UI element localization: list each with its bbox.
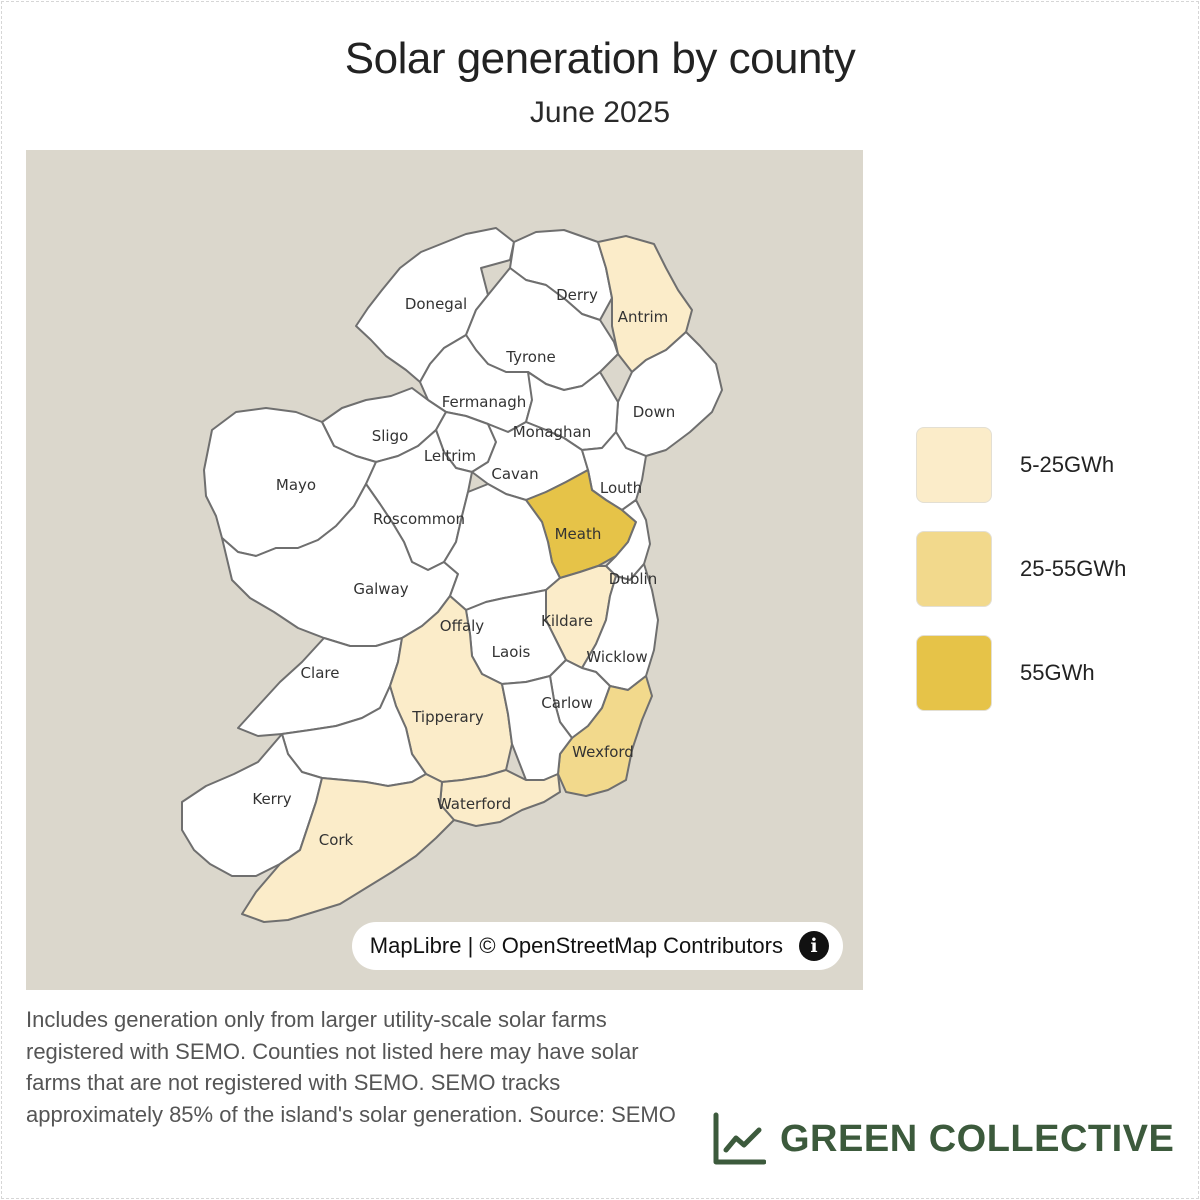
brand-name: GREEN COLLECTIVE — [780, 1117, 1175, 1160]
label-carlow: Carlow — [541, 694, 592, 712]
legend-item: 5-25GWh — [916, 426, 1126, 504]
county-galway[interactable] — [221, 483, 459, 647]
label-cork: Cork — [319, 831, 354, 849]
map-attribution[interactable]: MapLibre | © OpenStreetMap Contributors … — [351, 922, 843, 970]
page-subtitle: June 2025 — [529, 96, 671, 129]
county-cork[interactable] — [241, 773, 455, 923]
label-roscommon: Roscommon — [373, 510, 465, 528]
label-dublin: Dublin — [609, 570, 657, 588]
label-offaly: Offaly — [440, 617, 485, 635]
legend-label: 25-55GWh — [1020, 556, 1127, 581]
label-kildare: Kildare — [541, 612, 593, 630]
county-map[interactable]: Donegal Derry Antrim Tyrone Fermanagh Do… — [26, 150, 863, 990]
legend-label: 5-25GWh — [1020, 452, 1115, 477]
label-donegal: Donegal — [405, 295, 467, 313]
legend-swatch — [916, 427, 992, 503]
legend-swatch — [916, 531, 992, 607]
label-sligo: Sligo — [372, 427, 409, 445]
label-mayo: Mayo — [276, 476, 316, 494]
legend-swatch — [916, 635, 992, 711]
county-kilkenny[interactable] — [501, 675, 573, 781]
label-monaghan: Monaghan — [513, 423, 592, 441]
label-tyrone: Tyrone — [505, 348, 555, 366]
brand-logo: GREEN COLLECTIVE — [712, 1112, 1174, 1166]
map-legend: 5-25GWh 25-55GWh 55GWh — [916, 426, 1126, 738]
label-laois: Laois — [492, 643, 531, 661]
county-waterford[interactable] — [439, 769, 561, 827]
label-antrim: Antrim — [618, 308, 669, 326]
map-canvas[interactable]: Donegal Derry Antrim Tyrone Fermanagh Do… — [26, 150, 863, 990]
label-leitrim: Leitrim — [424, 447, 476, 465]
label-waterford: Waterford — [437, 795, 511, 813]
label-cavan: Cavan — [491, 465, 538, 483]
label-kerry: Kerry — [252, 790, 291, 808]
label-derry: Derry — [556, 286, 598, 304]
info-icon[interactable]: i — [799, 931, 829, 961]
label-down: Down — [633, 403, 676, 421]
page-title: Solar generation by county — [344, 34, 856, 83]
legend-label: 55GWh — [1020, 660, 1095, 685]
footnote: Includes generation only from larger uti… — [26, 1007, 676, 1127]
attribution-text: MapLibre | © OpenStreetMap Contributors — [369, 933, 783, 958]
label-wexford: Wexford — [572, 743, 634, 761]
legend-item: 55GWh — [916, 634, 1126, 712]
label-galway: Galway — [353, 580, 408, 598]
label-wicklow: Wicklow — [586, 648, 647, 666]
label-clare: Clare — [301, 664, 340, 682]
county-wexford[interactable] — [557, 675, 653, 797]
label-meath: Meath — [555, 525, 602, 543]
label-tipperary: Tipperary — [411, 708, 484, 726]
label-fermanagh: Fermanagh — [442, 393, 526, 411]
legend-item: 25-55GWh — [916, 530, 1126, 608]
label-louth: Louth — [600, 479, 642, 497]
line-chart-icon — [713, 1112, 766, 1165]
